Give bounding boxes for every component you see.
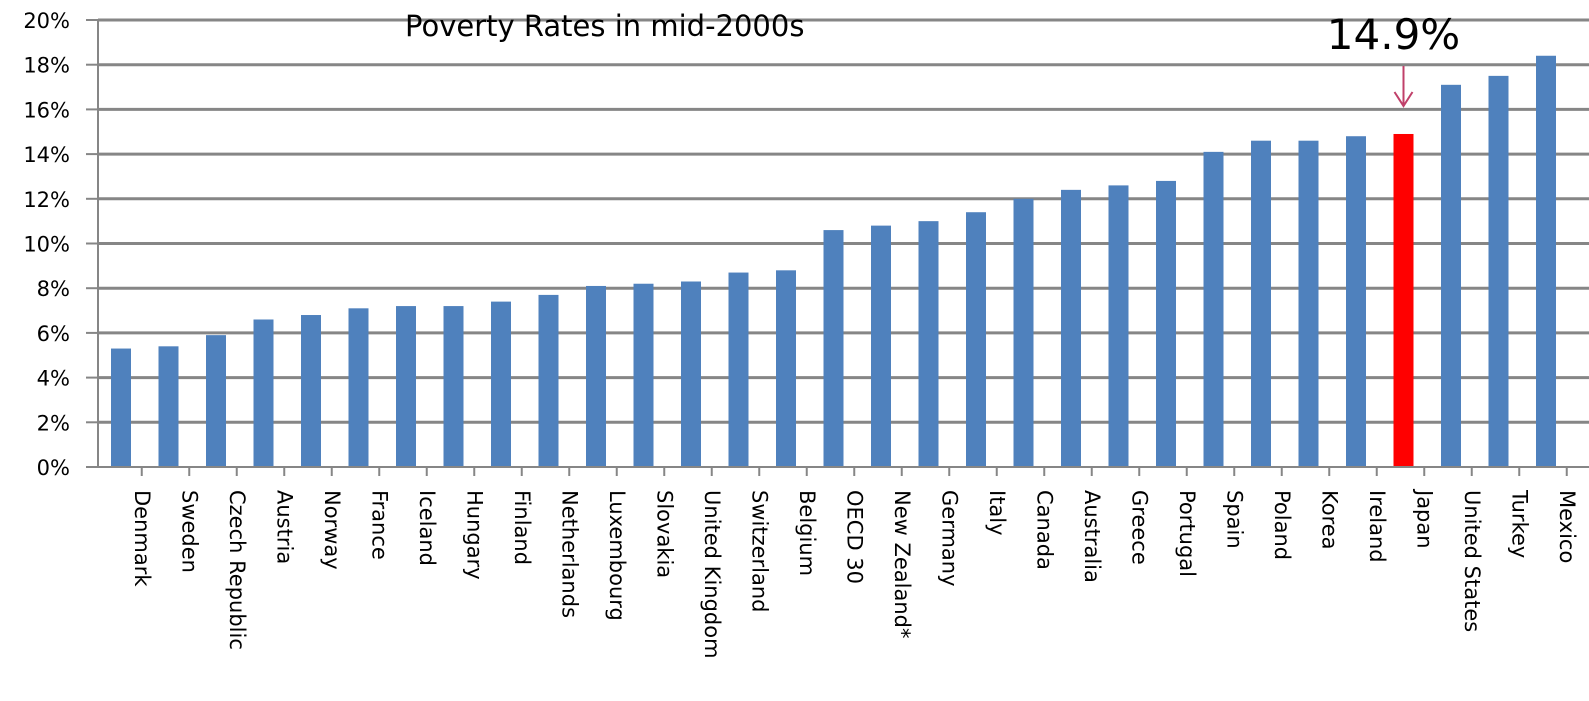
chart-title: Poverty Rates in mid-2000s bbox=[405, 9, 804, 43]
bar-highlighted bbox=[1393, 133, 1414, 468]
bar bbox=[538, 294, 559, 467]
y-tick-label: 6% bbox=[37, 322, 70, 346]
y-tick-labels: 0% 2% 4% 6% 8% 10% 12% 14% 16% 18% 20% bbox=[23, 9, 70, 480]
x-tick-label: Netherlands bbox=[558, 490, 582, 618]
bar bbox=[1441, 84, 1461, 467]
y-tick-label: 20% bbox=[23, 9, 70, 33]
x-tick-label: Mexico bbox=[1555, 490, 1579, 563]
x-tick-label: Norway bbox=[320, 490, 344, 570]
bar bbox=[871, 225, 891, 467]
bar bbox=[1488, 75, 1509, 467]
x-tick-label: Japan bbox=[1413, 488, 1437, 549]
y-tick-label: 16% bbox=[23, 98, 70, 122]
x-tick-label: France bbox=[368, 490, 392, 560]
x-tick-label: Hungary bbox=[463, 490, 487, 580]
x-tick-label: Germany bbox=[938, 490, 962, 587]
y-tick-label: 14% bbox=[23, 143, 70, 167]
y-tick-label: 12% bbox=[23, 188, 70, 212]
axes bbox=[86, 19, 1589, 476]
bar bbox=[1298, 140, 1319, 467]
bar bbox=[1061, 189, 1081, 468]
bar bbox=[918, 221, 939, 467]
x-tick-labels: Denmark Sweden Czech Republic Austria Norway… bbox=[130, 488, 1579, 659]
x-tick-label: Finland bbox=[510, 490, 534, 565]
bar bbox=[111, 348, 131, 467]
value-annotation: 14.9% bbox=[1327, 10, 1460, 59]
y-tick-label: 8% bbox=[37, 277, 70, 301]
bar bbox=[728, 272, 749, 467]
bars bbox=[111, 55, 1556, 468]
bar bbox=[586, 285, 606, 467]
x-tick-label: Luxembourg bbox=[605, 490, 629, 621]
x-tick-label: Ireland bbox=[1365, 490, 1389, 563]
bar bbox=[776, 270, 796, 467]
x-tick-label: Portugal bbox=[1175, 490, 1199, 577]
x-tick-label: Slovakia bbox=[653, 490, 677, 578]
x-tick-label: United Kingdom bbox=[700, 490, 724, 659]
y-tick-label: 0% bbox=[37, 456, 70, 480]
x-tick-label: Canada bbox=[1033, 490, 1057, 570]
bar bbox=[1156, 180, 1176, 468]
x-tick-label: United States bbox=[1460, 490, 1484, 632]
x-tick-label: Switzerland bbox=[748, 490, 772, 613]
bar bbox=[396, 306, 416, 467]
bar bbox=[1013, 198, 1034, 468]
bar bbox=[301, 315, 321, 467]
bar bbox=[1203, 151, 1224, 468]
x-tick-label: Iceland bbox=[415, 490, 439, 566]
x-tick-label: Belgium bbox=[795, 490, 819, 576]
x-tick-label: New Zealand* bbox=[890, 490, 914, 639]
annotation-arrow-head bbox=[1393, 91, 1414, 108]
x-tick-label: Italy bbox=[985, 490, 1009, 536]
x-tick-label: OECD 30 bbox=[843, 490, 867, 584]
x-tick-label: Spain bbox=[1223, 490, 1247, 549]
bar bbox=[1251, 140, 1271, 467]
x-tick-label: Korea bbox=[1318, 490, 1342, 550]
y-tick-label: 4% bbox=[37, 367, 70, 391]
x-tick-label: Greece bbox=[1128, 490, 1152, 565]
x-tick-label: Poland bbox=[1270, 490, 1294, 560]
x-tick-label: Sweden bbox=[178, 490, 202, 573]
bar bbox=[443, 306, 464, 467]
y-tick-label: 18% bbox=[23, 54, 70, 78]
x-tick-label: Turkey bbox=[1508, 489, 1532, 558]
bar bbox=[158, 346, 179, 467]
bar bbox=[1108, 185, 1129, 467]
bar bbox=[491, 301, 511, 467]
bar bbox=[1536, 55, 1556, 467]
y-tick-label: 10% bbox=[23, 233, 70, 257]
bar bbox=[966, 212, 986, 467]
bar bbox=[253, 319, 274, 467]
bar bbox=[348, 308, 369, 467]
bar bbox=[1346, 136, 1366, 467]
bar bbox=[823, 230, 844, 467]
x-tick-label: Australia bbox=[1080, 490, 1104, 583]
x-tick-label: Denmark bbox=[130, 490, 154, 587]
x-tick-label: Austria bbox=[273, 490, 297, 564]
bar bbox=[633, 283, 654, 467]
y-tick-label: 2% bbox=[37, 411, 70, 435]
bar bbox=[681, 281, 701, 467]
x-tick-label: Czech Republic bbox=[225, 490, 249, 650]
bar bbox=[206, 335, 226, 467]
annotations: 14.9% bbox=[1327, 10, 1460, 108]
